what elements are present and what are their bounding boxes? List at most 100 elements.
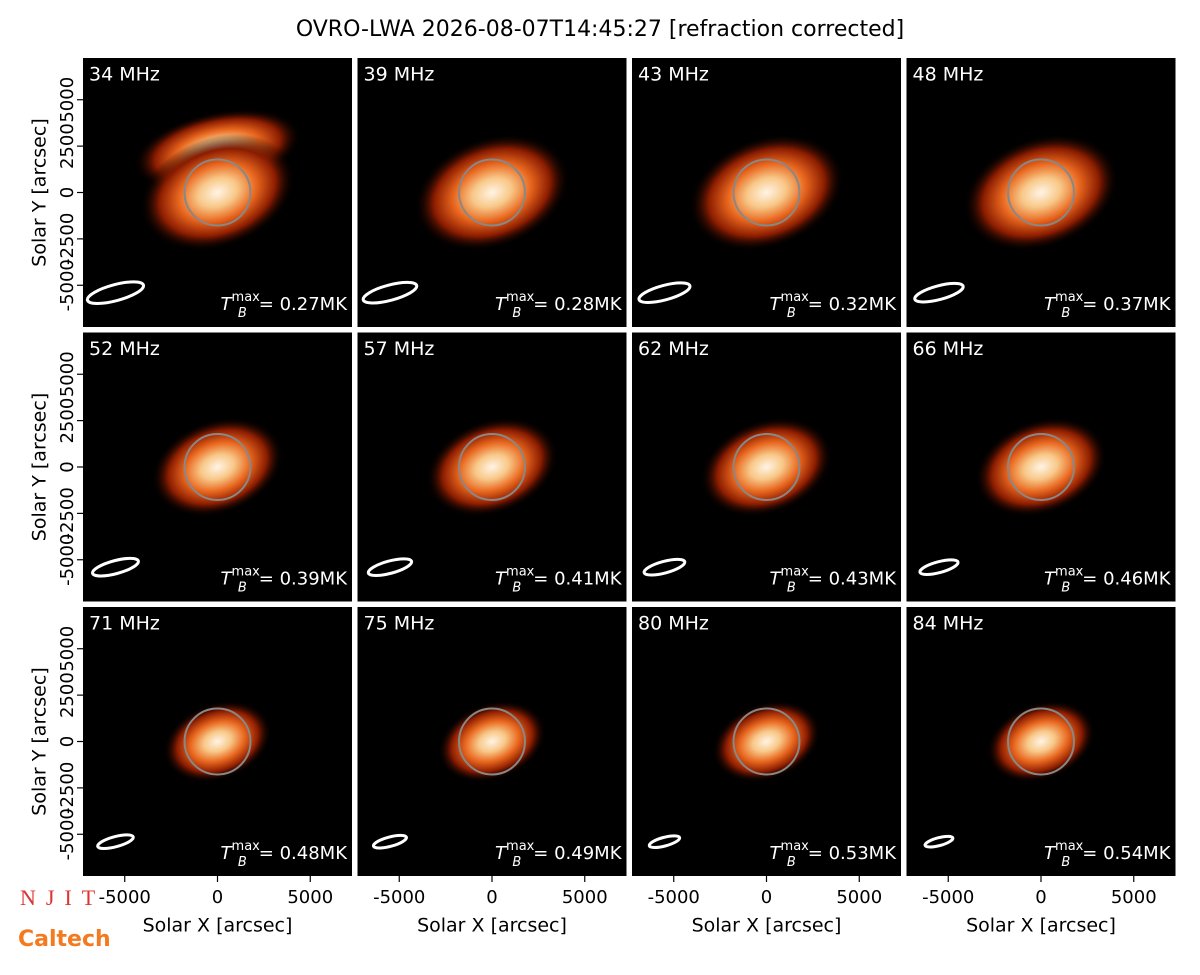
tb-value: = 0.37MK: [1082, 294, 1171, 315]
tb-sup: max: [1055, 290, 1084, 305]
tb-value: = 0.41MK: [533, 569, 622, 590]
tb-symbol: T: [495, 294, 508, 315]
y-axis-label: Solar Y [arcsec]: [29, 118, 51, 266]
panel-title: 62 MHz: [638, 338, 709, 360]
y-tick-label: -2500: [57, 487, 78, 539]
tb-sup: max: [781, 839, 810, 854]
emission: [414, 134, 570, 251]
beam: [96, 833, 135, 851]
tb-max: Tmax B = 0.48MK: [221, 839, 349, 870]
emission: [437, 700, 547, 783]
tb-symbol: T: [770, 843, 783, 864]
figure-title: OVRO-LWA 2026-08-07T14:45:27 [refraction…: [296, 17, 904, 42]
beam: [647, 834, 682, 850]
x-axis-label: Solar X [arcsec]: [692, 915, 842, 937]
tb-sup: max: [506, 839, 535, 854]
logo-caltech: Caltech: [18, 927, 111, 952]
solar-disk: [732, 433, 801, 501]
panel: [357, 607, 627, 876]
tb-sup: max: [232, 290, 261, 305]
tb-max: Tmax B = 0.43MK: [770, 564, 898, 595]
y-axis-label: Solar Y [arcsec]: [29, 393, 51, 541]
tb-symbol: T: [770, 294, 783, 315]
panel: [83, 58, 352, 327]
beam: [366, 557, 414, 577]
tb-sub: B: [787, 855, 796, 870]
tb-sup: max: [781, 564, 810, 579]
tb-sub: B: [1061, 306, 1070, 321]
y-tick-label: -5000: [57, 534, 78, 586]
solar-disk: [1007, 433, 1075, 501]
solar-disk: [732, 707, 801, 776]
y-tick-label: 2500: [57, 672, 78, 718]
tb-sup: max: [1055, 564, 1084, 579]
tb-max: Tmax B = 0.54MK: [1044, 839, 1172, 870]
y-tick-label: -2500: [57, 762, 78, 814]
tb-sub: B: [512, 580, 521, 595]
tb-max: Tmax B = 0.41MK: [495, 564, 623, 595]
logo-njit: NJIT: [20, 885, 105, 910]
beam: [91, 556, 140, 578]
tb-max: Tmax B = 0.49MK: [495, 839, 623, 870]
tb-sup: max: [1055, 839, 1084, 854]
beam: [923, 834, 955, 849]
solar-disk: [1007, 158, 1075, 227]
beam: [637, 281, 692, 304]
tb-value: = 0.39MK: [259, 569, 348, 590]
y-tick-label: 0: [57, 736, 78, 747]
panel: [632, 332, 901, 602]
x-tick-label: 5000: [287, 887, 333, 908]
x-tick-label: 0: [486, 887, 497, 908]
emission: [151, 417, 284, 517]
tb-value: = 0.53MK: [808, 843, 897, 864]
emission: [163, 700, 272, 783]
emission: [689, 134, 844, 251]
solar-disk: [1007, 707, 1075, 776]
panel-title: 80 MHz: [638, 613, 709, 635]
tb-sub: B: [238, 580, 247, 595]
y-tick-label: 0: [57, 461, 78, 472]
tb-value: = 0.54MK: [1082, 843, 1171, 864]
tb-value: = 0.27MK: [259, 294, 348, 315]
tb-symbol: T: [1044, 294, 1057, 315]
y-axis-label: Solar Y [arcsec]: [29, 667, 51, 815]
tb-max: Tmax B = 0.27MK: [221, 290, 349, 321]
beam: [361, 280, 419, 305]
x-tick-label: -5000: [648, 887, 700, 908]
y-tick-label: -2500: [57, 213, 78, 265]
x-tick-label: 5000: [562, 887, 608, 908]
tb-sup: max: [232, 564, 261, 579]
y-tick-label: 5000: [57, 77, 78, 123]
beam: [918, 558, 960, 576]
panel-title: 84 MHz: [913, 613, 984, 635]
tb-sub: B: [1061, 855, 1070, 870]
solar-disk: [183, 158, 252, 227]
y-tick-label: -5000: [57, 259, 78, 311]
x-axis-label: Solar X [arcsec]: [417, 915, 567, 937]
beam: [371, 833, 408, 850]
tb-max: Tmax B = 0.46MK: [1044, 564, 1172, 595]
y-tick-label: 2500: [57, 123, 78, 169]
beam: [913, 281, 965, 304]
panel-title: 75 MHz: [364, 613, 435, 635]
x-tick-label: -5000: [99, 887, 151, 908]
tb-sub: B: [787, 580, 796, 595]
panel-title: 34 MHz: [89, 64, 160, 86]
tb-value: = 0.48MK: [259, 843, 348, 864]
panel: [906, 58, 1176, 327]
solar-disk: [458, 158, 526, 227]
tb-symbol: T: [221, 843, 234, 864]
tb-value: = 0.32MK: [808, 294, 897, 315]
tb-max: Tmax B = 0.28MK: [495, 290, 623, 321]
emission: [986, 700, 1096, 783]
tb-symbol: T: [495, 569, 508, 590]
panel: [632, 58, 901, 327]
tb-sub: B: [238, 855, 247, 870]
solar-disk: [458, 707, 526, 776]
panel: [632, 607, 901, 876]
emission: [975, 417, 1107, 517]
tb-value: = 0.28MK: [533, 294, 622, 315]
tb-symbol: T: [1044, 843, 1057, 864]
panel: [83, 607, 352, 876]
